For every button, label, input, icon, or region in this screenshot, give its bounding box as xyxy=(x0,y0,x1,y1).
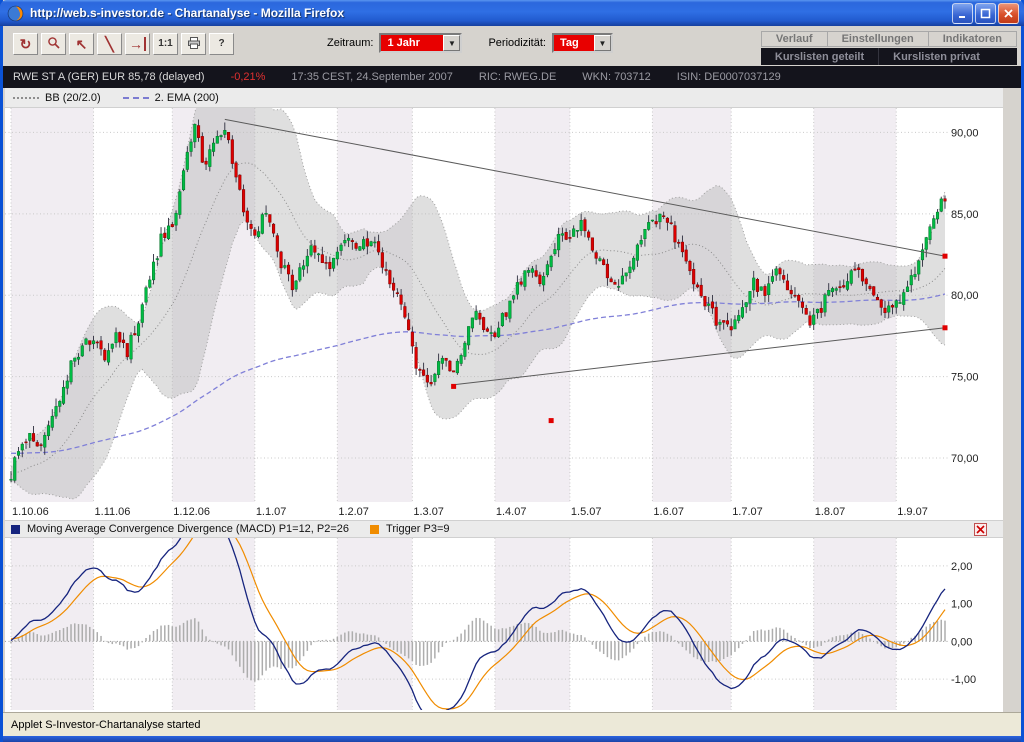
trigger-label: Trigger P3=9 xyxy=(386,523,450,535)
svg-text:0,00: 0,00 xyxy=(951,636,972,648)
titlebar[interactable]: http://web.s-investor.de - Chartanalyse … xyxy=(0,0,1024,26)
ema-swatch-icon xyxy=(123,97,149,99)
legend-bollinger: BB (20/2.0) xyxy=(13,92,101,104)
macd-legend: Moving Average Convergence Divergence (M… xyxy=(5,520,1003,538)
svg-text:1.4.07: 1.4.07 xyxy=(496,506,527,518)
reset-view-button[interactable]: ↖ xyxy=(69,33,94,55)
firefox-window: http://web.s-investor.de - Chartanalyse … xyxy=(0,0,1024,742)
bollinger-label: BB (20/2.0) xyxy=(45,92,101,104)
tab-kurslisten-geteilt[interactable]: Kurslisten geteilt xyxy=(761,48,878,65)
periodizitaet-select[interactable]: Tag ▼ xyxy=(552,33,613,53)
svg-text:1.10.06: 1.10.06 xyxy=(12,506,49,518)
refresh-button[interactable]: ↻ xyxy=(13,33,38,55)
svg-text:1.7.07: 1.7.07 xyxy=(732,506,763,518)
change-percent: -0,21% xyxy=(231,71,266,83)
zeitraum-group: Zeitraum: 1 Jahr ▼ xyxy=(327,33,462,53)
svg-text:1.5.07: 1.5.07 xyxy=(571,506,602,518)
window-bottom-border xyxy=(3,736,1021,742)
svg-text:90,00: 90,00 xyxy=(951,127,979,139)
zeitraum-label: Zeitraum: xyxy=(327,37,373,49)
svg-text:-1,00: -1,00 xyxy=(951,674,976,686)
close-button[interactable] xyxy=(998,3,1019,24)
svg-text:75,00: 75,00 xyxy=(951,372,979,384)
dropdown-arrow-icon[interactable]: ▼ xyxy=(443,35,460,51)
svg-text:1,00: 1,00 xyxy=(951,599,972,611)
tabs-top: VerlaufEinstellungenIndikatoren xyxy=(761,31,1017,47)
tab-verlauf[interactable]: Verlauf xyxy=(761,31,828,47)
svg-text:1.2.07: 1.2.07 xyxy=(338,506,369,518)
maximize-button[interactable] xyxy=(975,3,996,24)
one-to-one-icon: 1:1 xyxy=(158,39,172,49)
firefox-icon[interactable] xyxy=(7,5,24,22)
chart-tool-buttons: ↻ ↖ ╲ → 1:1? xyxy=(13,33,237,55)
ema-label: 2. EMA (200) xyxy=(155,92,219,104)
trendline-button[interactable]: ╲ xyxy=(97,33,122,55)
status-text: Applet S-Investor-Chartanalyse started xyxy=(11,719,201,731)
reset-view-icon: ↖ xyxy=(76,37,88,51)
macd-swatch-icon xyxy=(11,525,20,534)
printer-icon xyxy=(187,36,201,53)
window-title: http://web.s-investor.de - Chartanalyse … xyxy=(30,6,952,20)
minimize-icon xyxy=(957,8,968,19)
price-chart-legend: BB (20/2.0) 2. EMA (200) xyxy=(5,88,1003,108)
periodizitaet-value: Tag xyxy=(554,35,594,51)
trendline-icon: ╲ xyxy=(105,37,113,51)
scale-1-1-button[interactable]: 1:1 xyxy=(153,33,178,55)
svg-text:1.3.07: 1.3.07 xyxy=(413,506,444,518)
svg-text:1.9.07: 1.9.07 xyxy=(897,506,928,518)
macd-label: Moving Average Convergence Divergence (M… xyxy=(27,523,349,535)
periodizitaet-label: Periodizität: xyxy=(488,37,545,49)
quote-timestamp: 17:35 CEST, 24.September 2007 xyxy=(291,71,452,83)
svg-text:1.12.06: 1.12.06 xyxy=(173,506,210,518)
tabs-bottom: Kurslisten geteiltKurslisten privat xyxy=(761,48,1017,65)
magnifier-icon xyxy=(47,36,61,53)
help-button[interactable]: ? xyxy=(209,33,234,55)
minimize-button[interactable] xyxy=(952,3,973,24)
maximize-icon xyxy=(980,8,991,19)
statusbar: Applet S-Investor-Chartanalyse started xyxy=(3,712,1021,736)
quote-infobar: RWE ST A (GER) EUR 85,78 (delayed) -0,21… xyxy=(3,66,1021,88)
help-icon: ? xyxy=(218,39,224,49)
macd-chart[interactable]: 2,00 1,00 0,00 -1,00 xyxy=(5,538,1003,710)
svg-text:1.1.07: 1.1.07 xyxy=(256,506,287,518)
goto-end-icon: → xyxy=(129,37,146,51)
price-chart[interactable]: 90,00 85,00 80,00 75,00 70,00 1.10.06 1.11.06 1… xyxy=(5,108,1003,520)
legend-ema: 2. EMA (200) xyxy=(123,92,219,104)
refresh-icon: ↻ xyxy=(20,37,32,51)
svg-text:1.11.06: 1.11.06 xyxy=(95,506,131,518)
zeitraum-value: 1 Jahr xyxy=(381,35,443,51)
svg-text:85,00: 85,00 xyxy=(951,209,979,221)
right-tabs: VerlaufEinstellungenIndikatoren Kurslist… xyxy=(761,31,1017,65)
toolbar: ↻ ↖ ╲ → 1:1? Zeitraum: 1 Jahr ▼ Periodizität… xyxy=(3,26,1021,66)
instrument-quote: RWE ST A (GER) EUR 85,78 (delayed) xyxy=(13,71,205,83)
dropdown-arrow-icon[interactable]: ▼ xyxy=(594,35,611,51)
periodizitaet-group: Periodizität: Tag ▼ xyxy=(488,33,612,53)
tab-einstellungen[interactable]: Einstellungen xyxy=(828,31,929,47)
quote-isin: ISIN: DE0007037129 xyxy=(677,71,781,83)
svg-text:80,00: 80,00 xyxy=(951,290,979,302)
print-button[interactable] xyxy=(181,33,206,55)
svg-text:70,00: 70,00 xyxy=(951,453,979,465)
zoom-button[interactable] xyxy=(41,33,66,55)
goto-end-button[interactable]: → xyxy=(125,33,150,55)
svg-text:1.6.07: 1.6.07 xyxy=(653,506,684,518)
tab-indikatoren[interactable]: Indikatoren xyxy=(929,31,1017,47)
svg-text:2,00: 2,00 xyxy=(951,561,972,573)
chart-applet: BB (20/2.0) 2. EMA (200) 90,00 85,00 80,00… xyxy=(5,88,1003,712)
close-icon xyxy=(976,525,985,534)
close-macd-button[interactable] xyxy=(974,523,987,536)
quote-ric: RIC: RWEG.DE xyxy=(479,71,556,83)
tab-kurslisten-privat[interactable]: Kurslisten privat xyxy=(878,48,994,65)
svg-text:1.8.07: 1.8.07 xyxy=(815,506,846,518)
zeitraum-select[interactable]: 1 Jahr ▼ xyxy=(379,33,462,53)
quote-wkn: WKN: 703712 xyxy=(582,71,650,83)
close-icon xyxy=(1003,8,1014,19)
trigger-swatch-icon xyxy=(370,525,379,534)
bollinger-swatch-icon xyxy=(13,97,39,99)
